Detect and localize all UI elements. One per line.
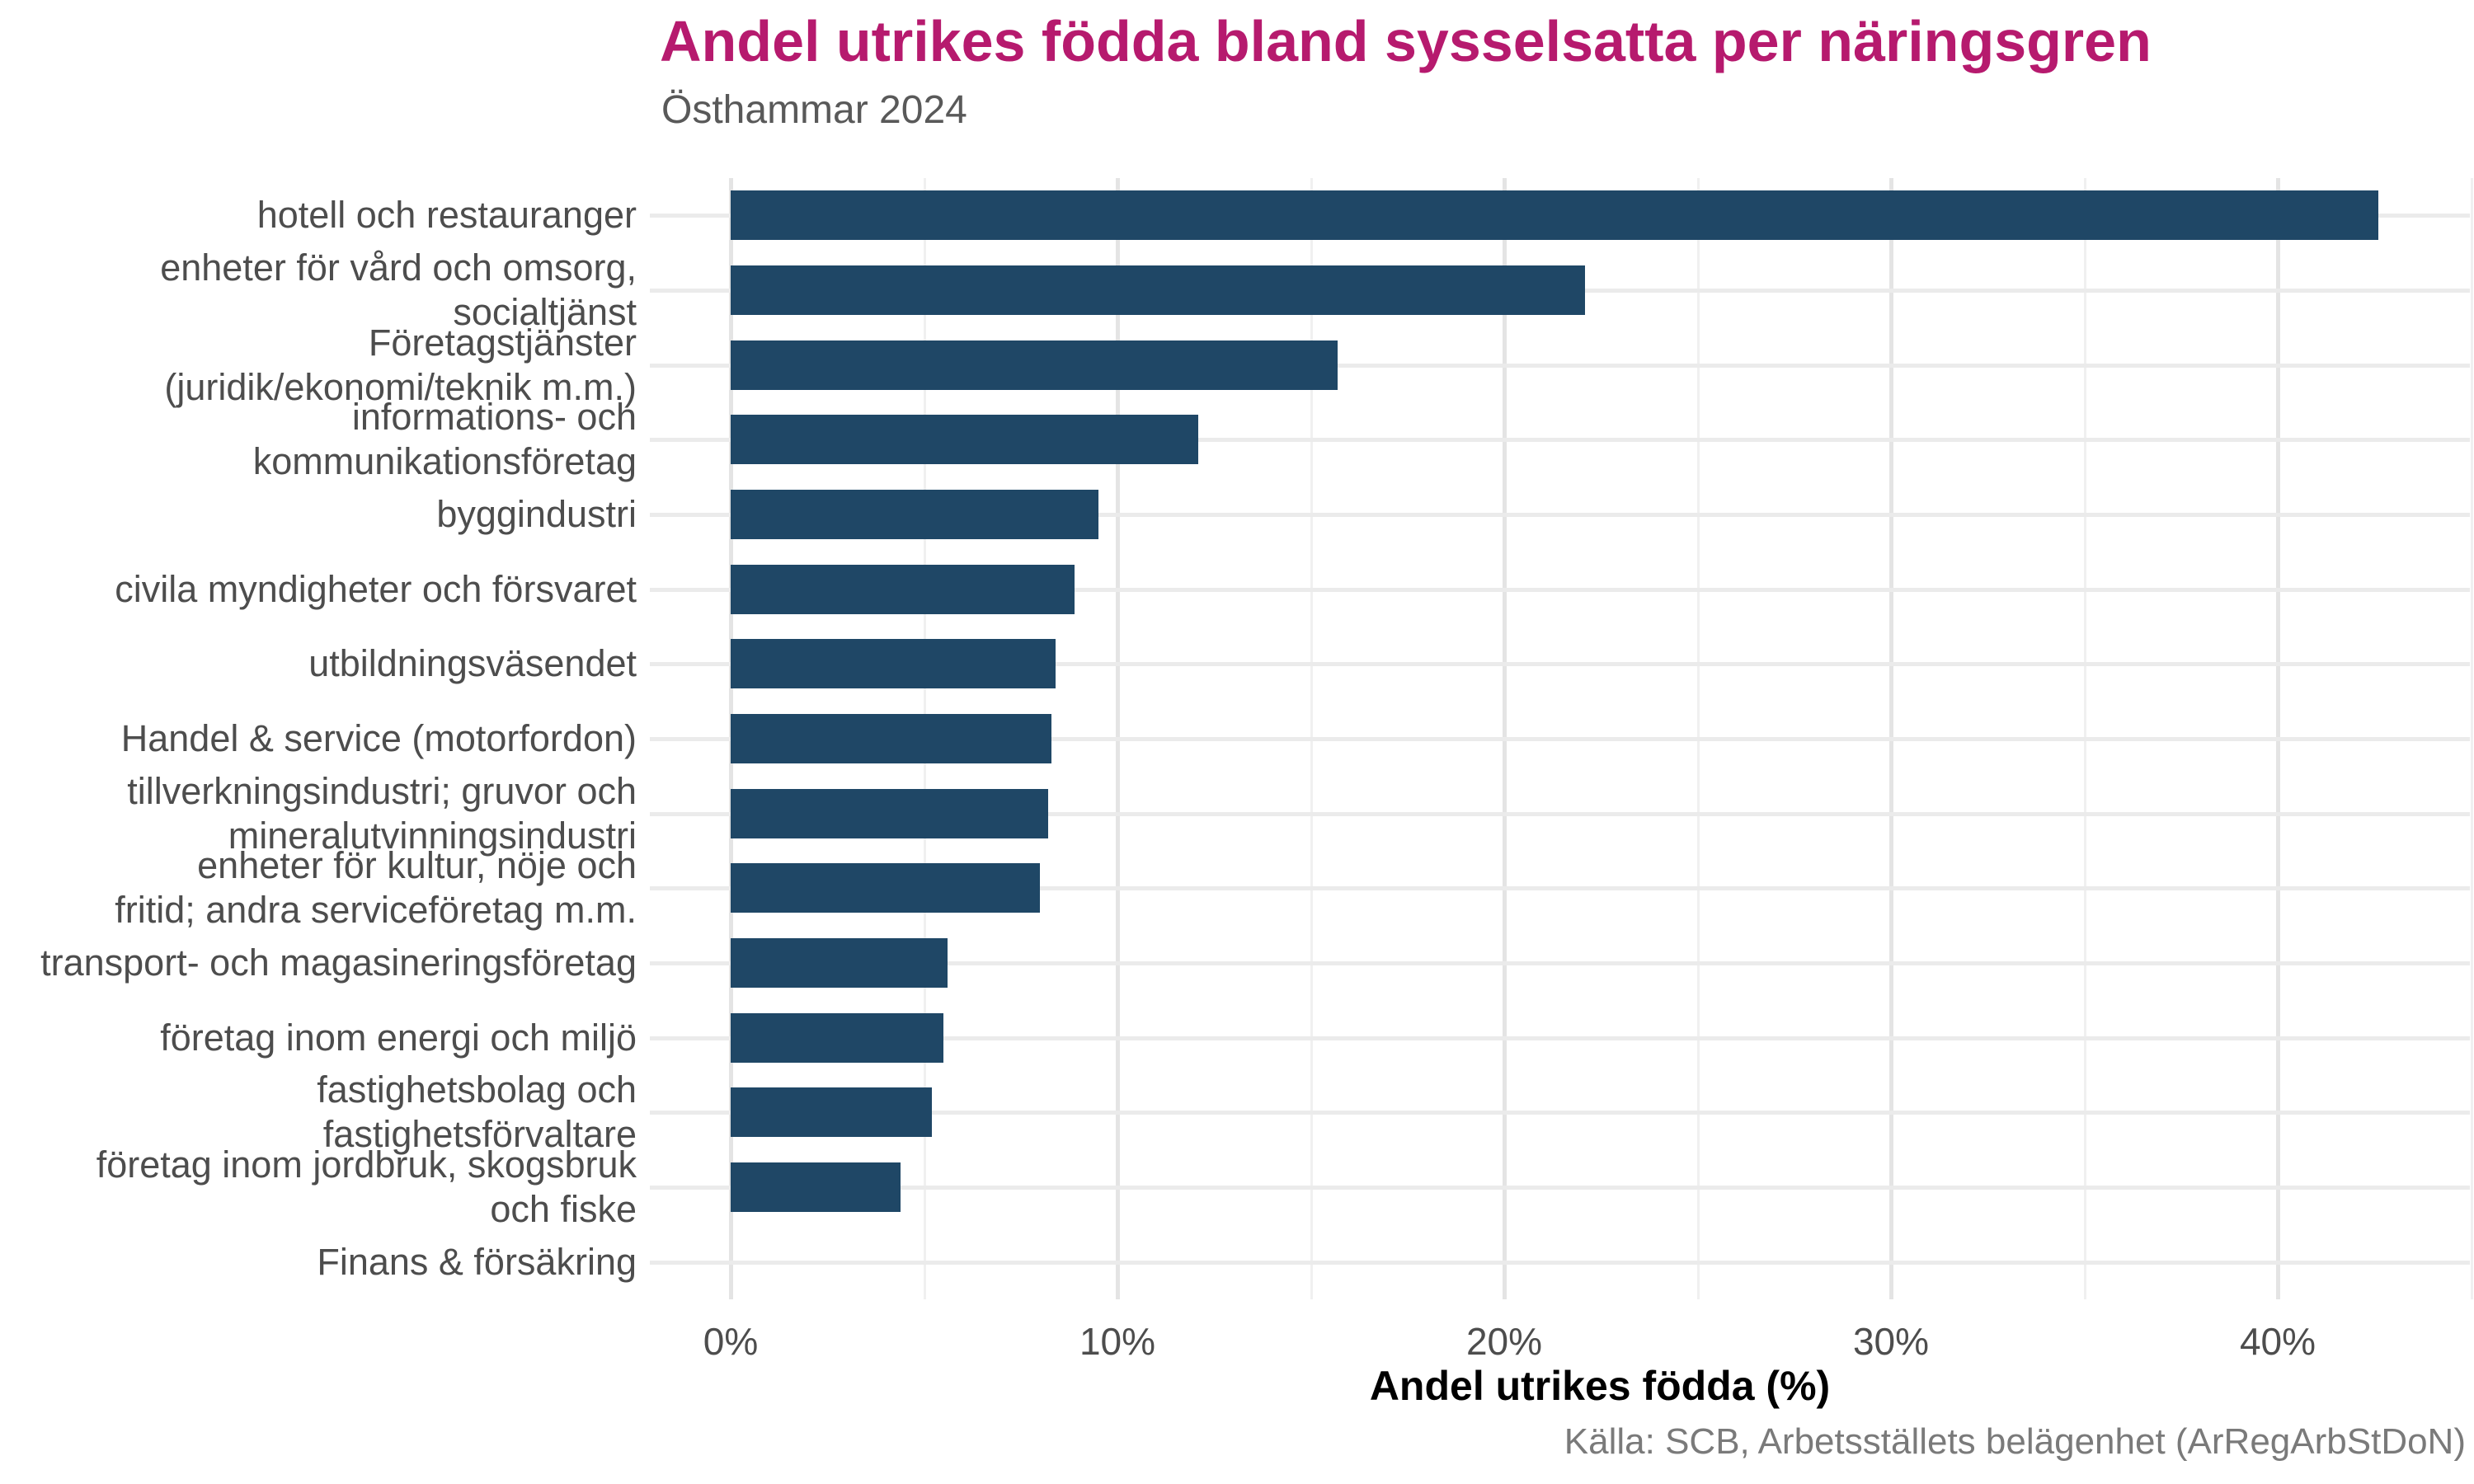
y-tick <box>650 662 731 667</box>
x-tick-label: 20% <box>1465 1320 1543 1363</box>
category-label: företag inom jordbruk, skogsbruk och fis… <box>96 1144 637 1230</box>
y-gridline <box>731 811 2470 816</box>
bar <box>731 1087 932 1138</box>
x-tick-label: 0% <box>703 1320 759 1363</box>
y-tick <box>650 1111 731 1115</box>
y-gridline <box>731 886 2470 891</box>
category-label: tillverkningsindustri; gruvor och minera… <box>127 769 637 857</box>
y-tick <box>650 1036 731 1040</box>
y-gridline <box>731 1111 2470 1115</box>
x-tick-label: 40% <box>2239 1320 2316 1363</box>
y-gridline <box>731 289 2470 293</box>
bar <box>731 190 2378 241</box>
category-label: informations- och kommunikationsföretag <box>252 396 637 483</box>
category-label: enheter för kultur, nöje och fritid; and… <box>115 844 637 932</box>
chart-subtitle: Östhammar 2024 <box>661 88 967 132</box>
y-gridline <box>731 1260 2470 1265</box>
source-note: Källa: SCB, Arbetsställets belägenhet (A… <box>1564 1421 2466 1462</box>
category-label: fastighetsbolag och fastighetsförvaltare <box>317 1068 637 1156</box>
chart-title: Andel utrikes födda bland sysselsatta pe… <box>660 9 2152 73</box>
category-label: utbildningsväsendet <box>308 642 637 685</box>
y-gridline <box>731 662 2470 667</box>
x-axis-title: Andel utrikes födda (%) <box>1369 1363 1831 1409</box>
bar <box>731 415 1199 465</box>
bar <box>731 265 1586 315</box>
y-tick <box>650 289 731 293</box>
y-tick <box>650 438 731 443</box>
bar <box>731 340 1338 390</box>
category-label: företag inom energi och miljö <box>160 1016 637 1059</box>
y-tick <box>650 363 731 368</box>
bar <box>731 1012 943 1063</box>
x-tick-label: 30% <box>1852 1320 1930 1363</box>
bar <box>731 788 1048 838</box>
y-tick <box>650 513 731 517</box>
y-gridline <box>731 1186 2470 1190</box>
y-gridline <box>731 1036 2470 1040</box>
y-gridline <box>731 961 2470 965</box>
bar <box>731 714 1052 763</box>
category-label: byggindustri <box>436 493 637 535</box>
category-label: hotell och restauranger <box>256 194 637 237</box>
y-gridline <box>731 513 2470 517</box>
category-label: transport- och magasineringsföretag <box>40 942 637 984</box>
bar <box>731 639 1056 689</box>
bar <box>731 938 948 988</box>
y-tick <box>650 1186 731 1190</box>
bar <box>731 490 1098 539</box>
x-gridline-minor <box>2470 178 2473 1299</box>
category-label: Handel & service (motorfordon) <box>120 717 637 759</box>
y-tick <box>650 587 731 592</box>
y-gridline <box>731 363 2470 368</box>
bar <box>731 1162 901 1212</box>
y-tick <box>650 1260 731 1265</box>
y-gridline <box>731 737 2470 741</box>
y-gridline <box>731 438 2470 443</box>
bar <box>731 863 1041 913</box>
y-gridline <box>731 587 2470 592</box>
category-label: Finans & försäkring <box>317 1240 637 1283</box>
category-label: civila myndigheter och försvaret <box>115 567 637 610</box>
bar <box>731 564 1075 614</box>
y-tick <box>650 214 731 218</box>
y-tick <box>650 811 731 816</box>
y-tick <box>650 886 731 891</box>
category-label: Företagstjänster (juridik/ekonomi/teknik… <box>164 321 637 408</box>
y-tick <box>650 961 731 965</box>
x-tick-label: 10% <box>1079 1320 1156 1363</box>
y-tick <box>650 737 731 741</box>
category-label: enheter för vård och omsorg, socialtjäns… <box>160 247 637 333</box>
